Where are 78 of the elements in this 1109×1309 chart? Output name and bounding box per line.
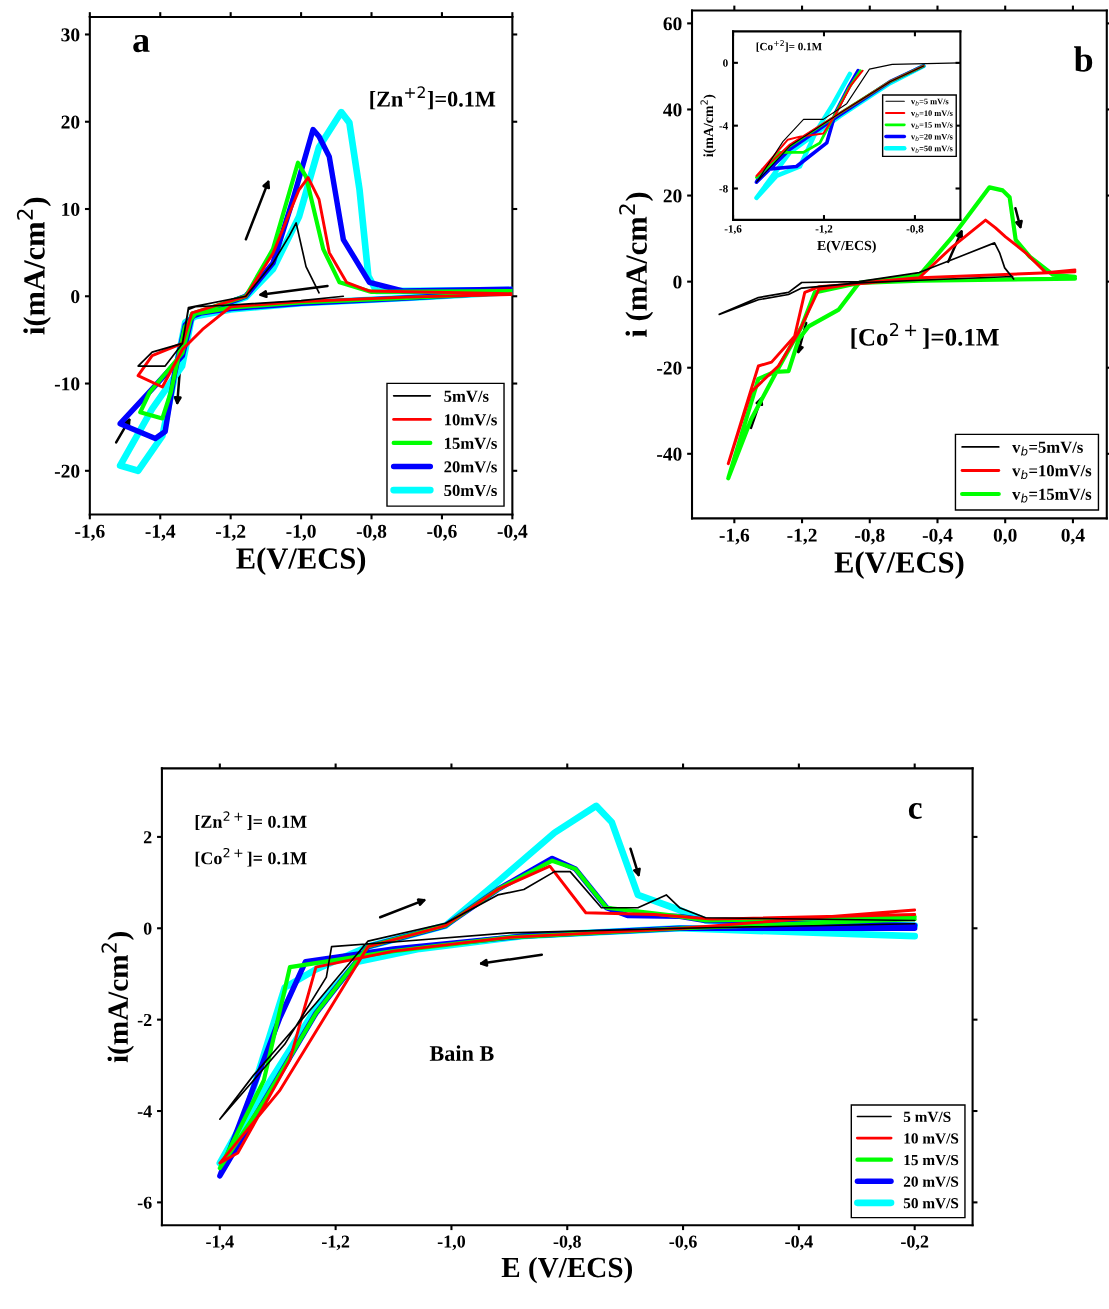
legend-label: 50 mV/S — [903, 1198, 959, 1209]
y-tick-label: -8 — [719, 184, 728, 193]
x-tick-label: -1,4 — [145, 524, 176, 541]
legend-label: v$_{b}$=15 mV/s — [910, 122, 953, 130]
annotation: c — [908, 802, 922, 819]
annotation: [Co$^{2+}$]= 0.1M — [195, 847, 307, 867]
y-tick-label: -20 — [54, 464, 80, 478]
legend-label: v$_{b}$=15mV/s — [1012, 488, 1092, 503]
x-tick-label: -0,6 — [669, 1235, 697, 1251]
annotation: [Co$^{2+}$]=0.1M — [851, 322, 999, 349]
x-tick-label: -1,0 — [286, 524, 316, 541]
y-tick-label: -6 — [137, 1196, 152, 1209]
x-tick-label: -1,2 — [815, 225, 833, 235]
legend-label: v$_{b}$=10 mV/s — [910, 110, 953, 118]
x-tick-label: -0,8 — [553, 1235, 581, 1251]
legend-label: v$_{b}$=20 mV/s — [910, 133, 953, 141]
y-tick-label: 10 — [62, 202, 80, 216]
legend-label: 15mV/s — [444, 437, 497, 450]
x-tick-label: -1,0 — [437, 1235, 466, 1251]
annotation: b — [1074, 46, 1093, 72]
y-tick-label: -40 — [657, 447, 682, 461]
y-axis-title: i (mA/cm$^{2}$) — [619, 192, 654, 337]
legend-label: 10mV/s — [444, 414, 497, 426]
x-tick-label: -1,6 — [719, 528, 750, 545]
x-tick-label: -1,2 — [787, 528, 817, 545]
y-axis-title: i(mA/cm$^{2}$) — [700, 94, 716, 157]
x-tick-label: -0,8 — [906, 225, 924, 235]
x-tick-label: -1,2 — [322, 1235, 350, 1251]
legend-label: 20mV/s — [444, 461, 497, 473]
y-tick-label: -10 — [54, 377, 80, 391]
legend-label: 10 mV/S — [904, 1133, 959, 1144]
annotation: a — [133, 34, 150, 53]
x-tick-label: 0,0 — [993, 528, 1017, 545]
x-tick-label: -1,6 — [75, 524, 105, 541]
y-tick-label: 20 — [61, 115, 80, 129]
y-tick-label: 0 — [723, 59, 728, 67]
x-tick-label: -0,8 — [356, 524, 387, 541]
y-tick-label: 0 — [143, 922, 152, 935]
legend-label: v$_{b}$=50 mV/s — [910, 145, 953, 153]
x-tick-label: -1,6 — [724, 225, 742, 235]
x-tick-label: 0,4 — [1061, 528, 1085, 545]
y-tick-label: -20 — [657, 361, 682, 375]
x-tick-label: -0,8 — [855, 528, 885, 545]
y-tick-label: -2 — [137, 1013, 152, 1026]
legend-label: 5mV/s — [444, 390, 489, 402]
annotation: Bain B — [429, 1045, 494, 1061]
y-axis-title: i(mA/cm$^{2}$) — [101, 931, 134, 1063]
legend-label: 5 mV/S — [903, 1111, 951, 1123]
legend-label: 50mV/s — [444, 484, 497, 497]
y-tick-label: 40 — [663, 103, 682, 117]
x-axis-title: E(V/ECS) — [834, 551, 964, 579]
y-tick-label: 20 — [663, 189, 682, 203]
x-tick-label: -0,4 — [497, 524, 528, 541]
x-tick-label: -1,2 — [215, 524, 246, 541]
y-tick-label: -4 — [719, 122, 728, 130]
legend-label: 15 mV/S — [904, 1154, 959, 1166]
x-axis-title: E(V/ECS) — [817, 240, 876, 253]
x-tick-label: -0,4 — [922, 528, 953, 545]
y-tick-label: 30 — [61, 28, 80, 42]
x-axis-title: E (V/ECS) — [501, 1256, 633, 1284]
y-tick-label: 0 — [673, 275, 682, 289]
legend-label: 20 mV/S — [903, 1176, 959, 1187]
y-tick-label: -4 — [137, 1105, 152, 1118]
y-tick-label: 60 — [663, 17, 682, 31]
x-tick-label: -1,4 — [206, 1235, 234, 1251]
annotation: [Zn$^{2+}$]= 0.1M — [195, 811, 307, 831]
y-tick-label: 2 — [143, 831, 152, 844]
x-tick-label: -0,2 — [901, 1235, 929, 1251]
x-axis-title: E(V/ECS) — [236, 547, 366, 576]
legend-label: v$_{b}$=10mV/s — [1012, 465, 1092, 480]
annotation: [Co$^{+2}$]= 0.1M — [756, 40, 822, 52]
y-axis-title: i(mA/cm$^{2}$) — [16, 197, 51, 335]
legend-label: v$_{b}$=5mV/s — [1012, 441, 1083, 456]
x-tick-label: -0,6 — [427, 524, 457, 541]
legend-label: v$_{b}$=5 mV/s — [910, 98, 949, 106]
x-tick-label: -0,4 — [785, 1235, 813, 1251]
y-tick-label: 0 — [71, 290, 80, 304]
annotation: [Zn$^{+2}$]=0.1M — [370, 86, 496, 110]
